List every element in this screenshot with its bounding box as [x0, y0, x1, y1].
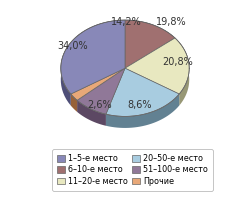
Text: 19,8%: 19,8% [156, 17, 186, 27]
Polygon shape [125, 20, 175, 50]
Text: 2,6%: 2,6% [87, 100, 112, 110]
Polygon shape [71, 94, 77, 112]
Polygon shape [175, 38, 189, 106]
Text: 8,6%: 8,6% [127, 100, 152, 110]
Polygon shape [106, 94, 179, 128]
Polygon shape [77, 100, 106, 126]
Text: 14,2%: 14,2% [111, 17, 142, 27]
Polygon shape [61, 20, 125, 106]
Polygon shape [125, 20, 175, 68]
Legend: 1–5-е место, 6–10-е место, 11–20-е место, 20–50-е место, 51–100-е место, Прочие: 1–5-е место, 6–10-е место, 11–20-е место… [52, 149, 213, 191]
Text: 34,0%: 34,0% [57, 41, 88, 51]
Polygon shape [71, 68, 125, 100]
Text: 20,8%: 20,8% [162, 57, 193, 67]
Polygon shape [77, 68, 125, 114]
Polygon shape [125, 38, 189, 94]
Polygon shape [106, 68, 179, 116]
Polygon shape [61, 20, 125, 94]
